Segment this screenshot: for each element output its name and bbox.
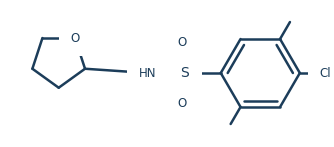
Text: O: O: [70, 31, 79, 45]
Text: O: O: [178, 36, 187, 49]
Text: O: O: [178, 97, 187, 110]
Text: Cl: Cl: [320, 66, 331, 80]
Text: S: S: [180, 66, 189, 80]
Text: HN: HN: [139, 66, 156, 80]
